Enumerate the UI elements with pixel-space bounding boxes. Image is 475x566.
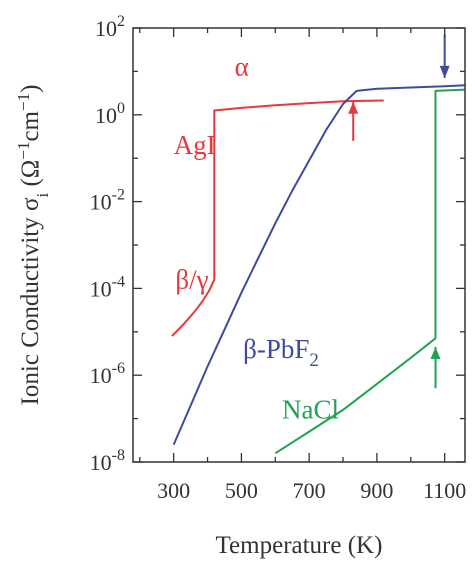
series-label-text: β/γ	[175, 264, 208, 294]
y-tick-label: 10-8	[90, 447, 125, 475]
y-tick-exponent: 0	[117, 100, 125, 117]
series-label-text: NaCl	[282, 395, 339, 425]
series-label: β/γ	[175, 264, 208, 294]
y-axis-title-exp-1: −1	[14, 142, 33, 160]
x-tick-label: 300	[157, 478, 190, 503]
x-tick-label: 500	[225, 478, 258, 503]
series-label: AgI	[174, 130, 216, 160]
x-tick-label: 700	[293, 478, 326, 503]
y-tick-exponent: -8	[112, 447, 125, 464]
y-tick-exponent: -2	[112, 187, 125, 204]
series-label: α	[235, 52, 249, 82]
y-tick-exponent: -6	[112, 360, 125, 377]
y-tick-label: 102	[95, 13, 125, 41]
transition-arrow	[348, 101, 359, 141]
y-tick-label: 10-6	[90, 360, 125, 388]
y-axis-title-main: Ionic Conductivity σ	[17, 197, 44, 405]
y-tick-base: 10	[95, 103, 117, 128]
y-tick-base: 10	[95, 16, 117, 41]
series-label-sub: 2	[309, 350, 319, 371]
y-tick-base: 10	[90, 363, 112, 388]
arrow-head	[348, 101, 359, 114]
arrow-head	[430, 346, 441, 359]
y-axis-title-exp-2: −1	[14, 93, 33, 111]
label-layer: α AgI β/γ β-PbF2 NaCl	[174, 52, 339, 425]
series-line-nacl	[274, 88, 466, 455]
y-tick-exponent: -4	[112, 273, 125, 290]
y-axis-title-unit-close: )	[17, 85, 44, 93]
arrow-head	[439, 65, 450, 78]
series-line--pbf	[172, 84, 466, 445]
x-axis-title: Temperature (K)	[216, 532, 383, 559]
x-tick-label: 900	[360, 478, 393, 503]
y-tick-base: 10	[90, 450, 112, 475]
transition-arrow	[430, 346, 441, 389]
y-axis-title: Ionic Conductivity σi (Ω−1cm−1)	[14, 85, 52, 406]
series-line-agi	[171, 99, 384, 337]
series-label-text: β-PbF	[243, 334, 309, 364]
y-tick-base: 10	[90, 190, 112, 215]
series-layer	[171, 84, 466, 455]
y-axis-title-sub: i	[33, 193, 52, 198]
series-label-text: AgI	[174, 130, 216, 160]
y-tick-exponent: 2	[117, 13, 125, 30]
transition-arrow	[439, 34, 450, 78]
y-tick-label: 10-4	[90, 273, 125, 301]
series-label: β-PbF2	[243, 334, 319, 371]
y-axis-title-unit-open: (Ω	[17, 160, 44, 193]
y-tick-label: 10-2	[90, 187, 125, 215]
arrow-layer	[348, 34, 450, 389]
series-label-text: α	[235, 52, 249, 82]
x-tick-label: 1100	[423, 478, 466, 503]
y-tick-label: 100	[95, 100, 125, 128]
y-axis-title-unit-mid: cm	[17, 110, 44, 141]
y-tick-base: 10	[90, 276, 112, 301]
series-label: NaCl	[282, 395, 339, 425]
